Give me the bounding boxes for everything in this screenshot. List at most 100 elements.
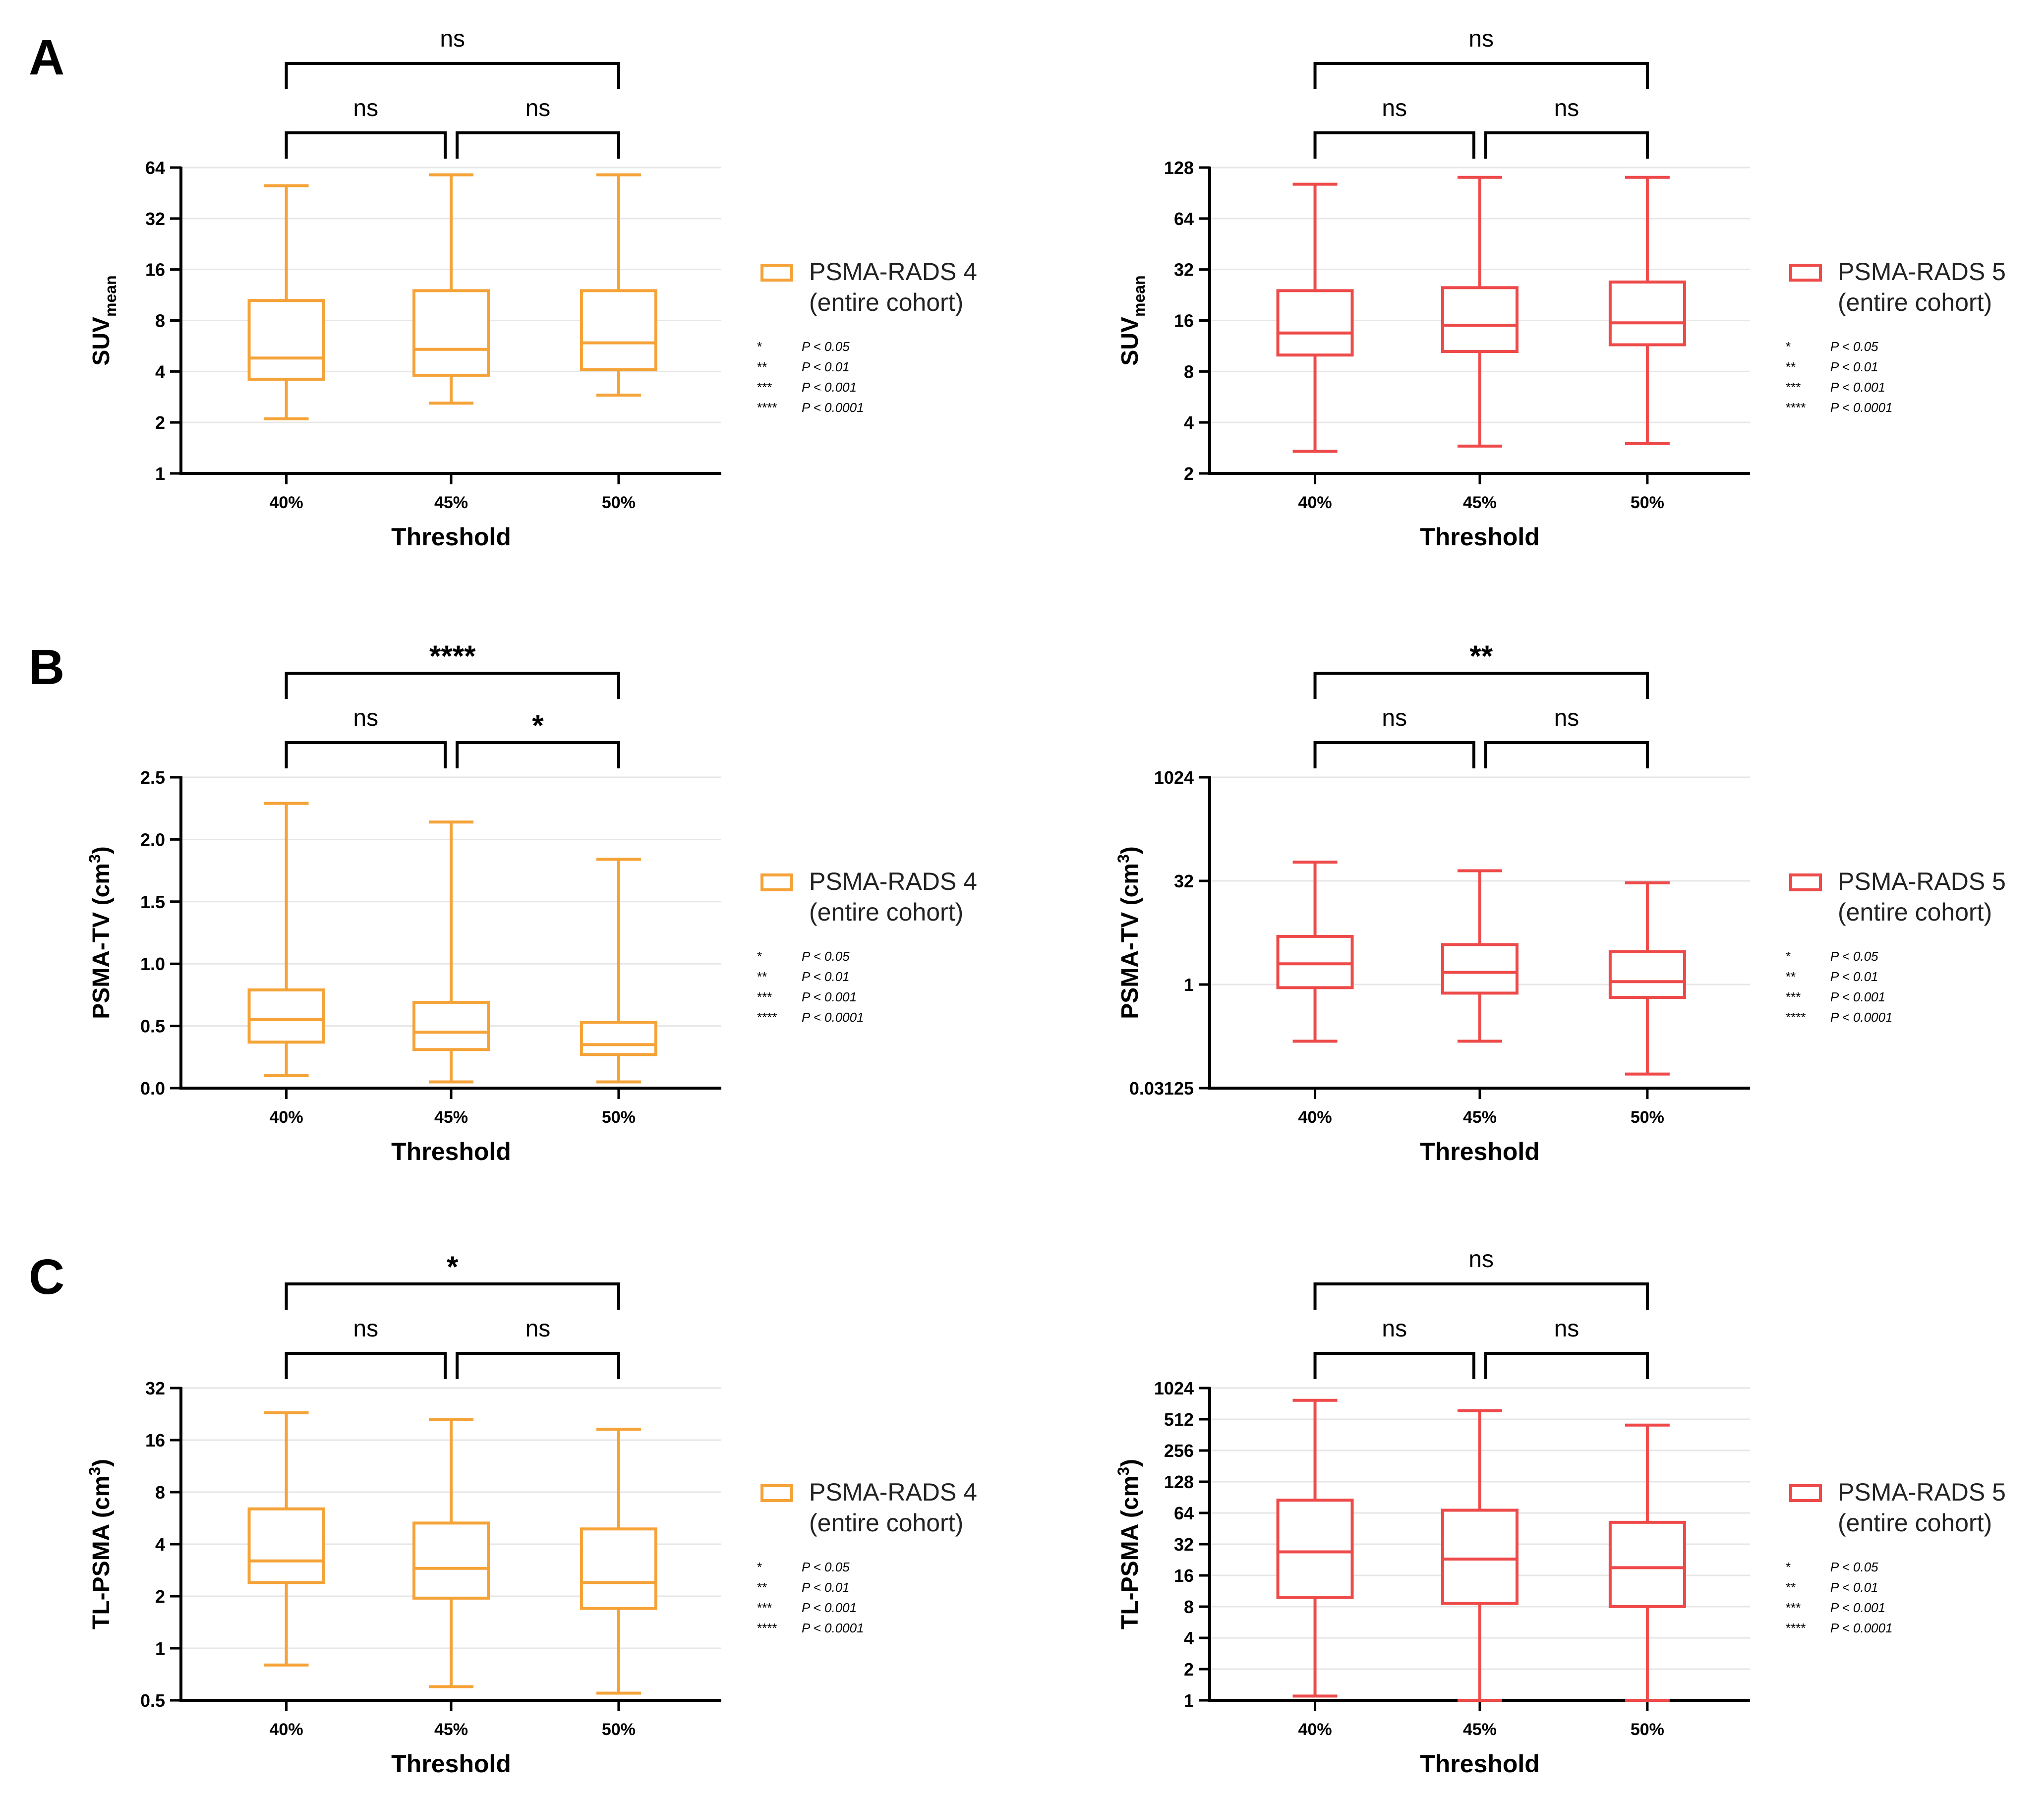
chart-4-legend-swatch bbox=[760, 1484, 793, 1502]
chart-2-sig-bracket-2: **** bbox=[285, 639, 620, 699]
chart-3-sig-key-text: P < 0.05 bbox=[1830, 949, 1878, 964]
chart-4-xtick-label: 50% bbox=[602, 1720, 636, 1739]
chart-4-sig-bracket-2-line bbox=[285, 1282, 620, 1310]
chart-1-sig-key: * P < 0.05 ** P < 0.01 *** P < 0.001 **** P < 0… bbox=[1786, 339, 1893, 415]
chart-4-sig-key-stars: * bbox=[757, 1560, 762, 1574]
chart-4: 0.5 1 2 4 8 16 32 40% 45% 50% Threshold TL-PSMA (cm… bbox=[86, 1250, 977, 1778]
chart-3-sig-bracket-0-label: ns bbox=[1382, 705, 1407, 731]
chart-3-sig-bracket-2: ** bbox=[1313, 639, 1649, 699]
chart-2-sig-key-text: P < 0.001 bbox=[802, 989, 857, 1004]
chart-1-box-0 bbox=[1276, 182, 1354, 453]
chart-1-y-axis-label-sub: mean bbox=[1130, 275, 1148, 317]
chart-0-sig-bracket-2-label: ns bbox=[440, 26, 465, 52]
chart-0-xtick-label: 45% bbox=[434, 493, 468, 512]
chart-4-sig-bracket-1: ns bbox=[456, 1316, 620, 1379]
chart-0-y-axis-label: SUVmean bbox=[88, 275, 119, 365]
chart-5-ytick-label: 128 bbox=[1164, 1472, 1194, 1492]
chart-0-sig-key-text: P < 0.0001 bbox=[802, 400, 864, 415]
chart-0-legend-label: PSMA-RADS 4 bbox=[809, 258, 977, 286]
chart-1-sig-key-stars: * bbox=[1786, 339, 1791, 354]
chart-0-sig-bracket-1: ns bbox=[456, 95, 620, 159]
chart-0-y-axis-label-sub: mean bbox=[102, 275, 119, 317]
chart-1-ytick-label: 32 bbox=[1174, 260, 1194, 280]
chart-3-sig-key-stars: *** bbox=[1786, 989, 1801, 1004]
chart-0-sig-key-stars: * bbox=[757, 339, 762, 354]
chart-1-box-1 bbox=[1441, 175, 1518, 448]
chart-4-box-0-iqr bbox=[247, 1507, 325, 1584]
chart-3-sig-key-stars: **** bbox=[1786, 1010, 1806, 1025]
chart-5: 1 2 4 8 16 32 64 128 256 512 1024 40% 45% 50% Threshol… bbox=[1114, 1246, 2006, 1778]
chart-4-ytick-label: 32 bbox=[145, 1378, 165, 1398]
chart-0-ytick-label: 1 bbox=[155, 464, 165, 484]
chart-0-ytick-label: 32 bbox=[145, 209, 165, 229]
chart-3-box-2-iqr bbox=[1608, 950, 1686, 999]
chart-3-box-1-iqr bbox=[1441, 943, 1518, 995]
chart-3-box-2 bbox=[1608, 881, 1686, 1076]
chart-3-sig-key-text: P < 0.001 bbox=[1830, 989, 1885, 1004]
chart-3-sig-bracket-1: ns bbox=[1484, 705, 1649, 768]
chart-0-sig-key-text: P < 0.001 bbox=[802, 380, 857, 395]
chart-4-sig-bracket-1-line bbox=[456, 1352, 620, 1379]
chart-0-y-axis-label-main: SUV bbox=[88, 317, 115, 366]
chart-0-sig-key-stars: *** bbox=[757, 380, 772, 395]
chart-5-sig-key-stars: * bbox=[1786, 1560, 1791, 1574]
chart-3-ytick-label: 1 bbox=[1184, 975, 1194, 995]
chart-2-sig-bracket-0-line bbox=[285, 741, 447, 768]
chart-4-sig-key-text: P < 0.05 bbox=[802, 1560, 850, 1574]
chart-5-sig-key-text: P < 0.05 bbox=[1830, 1560, 1878, 1574]
chart-5-box-1-iqr bbox=[1441, 1508, 1518, 1605]
chart-3-ytick-label: 1024 bbox=[1154, 767, 1194, 788]
chart-0-xtick-label: 40% bbox=[270, 493, 303, 512]
panel-letter-a: A bbox=[29, 30, 64, 85]
chart-2-y-axis-label-sup: 3 bbox=[86, 854, 104, 863]
chart-2-legend: PSMA-RADS 4 (entire cohort) bbox=[760, 868, 977, 926]
chart-2-box-2 bbox=[580, 858, 657, 1084]
chart-0-box-1 bbox=[412, 173, 490, 405]
chart-3-sig-bracket-1-line bbox=[1484, 741, 1649, 768]
chart-1-box-2 bbox=[1608, 175, 1686, 445]
chart-2-sig-key-text: P < 0.0001 bbox=[802, 1010, 864, 1025]
chart-2-xtick-label: 50% bbox=[602, 1108, 636, 1127]
chart-5-sig-key-stars: ** bbox=[1786, 1580, 1796, 1595]
chart-4-sig-bracket-0: ns bbox=[285, 1316, 447, 1379]
chart-4-box-2 bbox=[580, 1428, 657, 1695]
chart-5-legend: PSMA-RADS 5 (entire cohort) bbox=[1789, 1478, 2006, 1537]
chart-5-y-axis-label-end: ) bbox=[1117, 1459, 1143, 1467]
chart-5-ytick-label: 256 bbox=[1164, 1441, 1194, 1461]
chart-4-y-axis-label-end: ) bbox=[88, 1459, 115, 1467]
chart-4-ytick-label: 1 bbox=[155, 1638, 165, 1659]
chart-0-x-axis-label: Threshold bbox=[391, 523, 511, 551]
chart-0-ytick-label: 64 bbox=[145, 158, 165, 178]
chart-2: 0.0 0.5 1.0 1.5 2.0 2.5 40% 45% 50% Threshold PSMA… bbox=[86, 639, 977, 1165]
chart-3-sig-bracket-1-label: ns bbox=[1554, 705, 1579, 731]
chart-2-sig-bracket-1-line bbox=[456, 741, 620, 768]
chart-4-sig-key: * P < 0.05 ** P < 0.01 *** P < 0.001 **** P < 0… bbox=[757, 1560, 864, 1635]
chart-1-legend: PSMA-RADS 5 (entire cohort) bbox=[1789, 258, 2006, 316]
chart-4-ytick-label: 4 bbox=[155, 1534, 165, 1555]
chart-5-sig-key-text: P < 0.001 bbox=[1830, 1600, 1885, 1615]
chart-4-box-1-iqr bbox=[412, 1521, 490, 1600]
chart-1-sig-bracket-0: ns bbox=[1313, 95, 1475, 159]
chart-4-ytick-label: 0.5 bbox=[140, 1690, 165, 1711]
chart-2-sig-bracket-1: * bbox=[456, 709, 620, 768]
chart-2-xtick-label: 45% bbox=[434, 1108, 468, 1127]
chart-1-sig-bracket-0-label: ns bbox=[1382, 95, 1407, 121]
chart-3-xtick-label: 40% bbox=[1298, 1108, 1332, 1127]
chart-0-sig-bracket-0-label: ns bbox=[353, 95, 378, 121]
chart-2-sig-bracket-2-line bbox=[285, 672, 620, 699]
chart-0-sig-key-stars: **** bbox=[757, 400, 777, 415]
chart-1-x-axis-label: Threshold bbox=[1420, 523, 1540, 551]
chart-0-sig-bracket-2-line bbox=[285, 62, 620, 89]
chart-4-sig-key-stars: *** bbox=[757, 1600, 772, 1615]
chart-0-box-2-iqr bbox=[580, 289, 657, 371]
chart-2-legend-label: PSMA-RADS 4 bbox=[809, 868, 977, 895]
chart-5-y-axis-label: TL-PSMA (cm3) bbox=[1114, 1459, 1143, 1629]
chart-1-y-axis-label-main: SUV bbox=[1117, 317, 1143, 366]
chart-2-legend-label: (entire cohort) bbox=[809, 898, 963, 926]
chart-0-xtick-label: 50% bbox=[602, 493, 636, 512]
chart-1-box-1-iqr bbox=[1441, 286, 1518, 353]
chart-2-sig-key-stars: * bbox=[757, 949, 762, 964]
chart-4-xtick-label: 45% bbox=[434, 1720, 468, 1739]
chart-0-ytick-label: 8 bbox=[155, 311, 165, 331]
